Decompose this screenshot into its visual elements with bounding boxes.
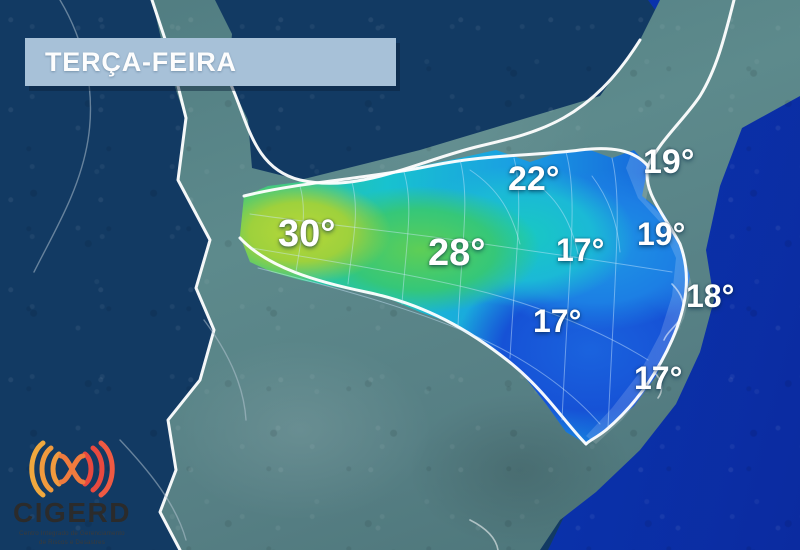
cigerd-logo: CIGERD Centro Integrado de Gerenciamento… (6, 440, 138, 548)
nordeste-temp-19: 19° (643, 143, 695, 181)
cigerd-signal-icon (29, 440, 115, 498)
planalto-temp-17: 17° (556, 232, 605, 268)
day-banner: TERÇA-FEIRA (25, 38, 396, 86)
sul-temp-17: 17° (533, 303, 582, 339)
litoral-norte-temp-19: 19° (637, 216, 686, 252)
litoral-sul-temp-17: 17° (634, 360, 683, 396)
day-label: TERÇA-FEIRA (45, 46, 237, 77)
oeste-temp-30: 30° (278, 213, 336, 255)
logo-tagline: Centro Integrado de Gerenciamento de Ris… (6, 530, 138, 548)
norte-temp-22: 22° (508, 160, 560, 198)
meio-oeste-temp-28: 28° (428, 232, 486, 274)
logo-wordmark: CIGERD (13, 497, 131, 528)
logo-tagline-line1: Centro Integrado de Gerenciamento (19, 530, 125, 537)
litoral-temp-18: 18° (686, 278, 735, 314)
logo-tagline-line2: de Riscos e Desastres (38, 538, 106, 546)
